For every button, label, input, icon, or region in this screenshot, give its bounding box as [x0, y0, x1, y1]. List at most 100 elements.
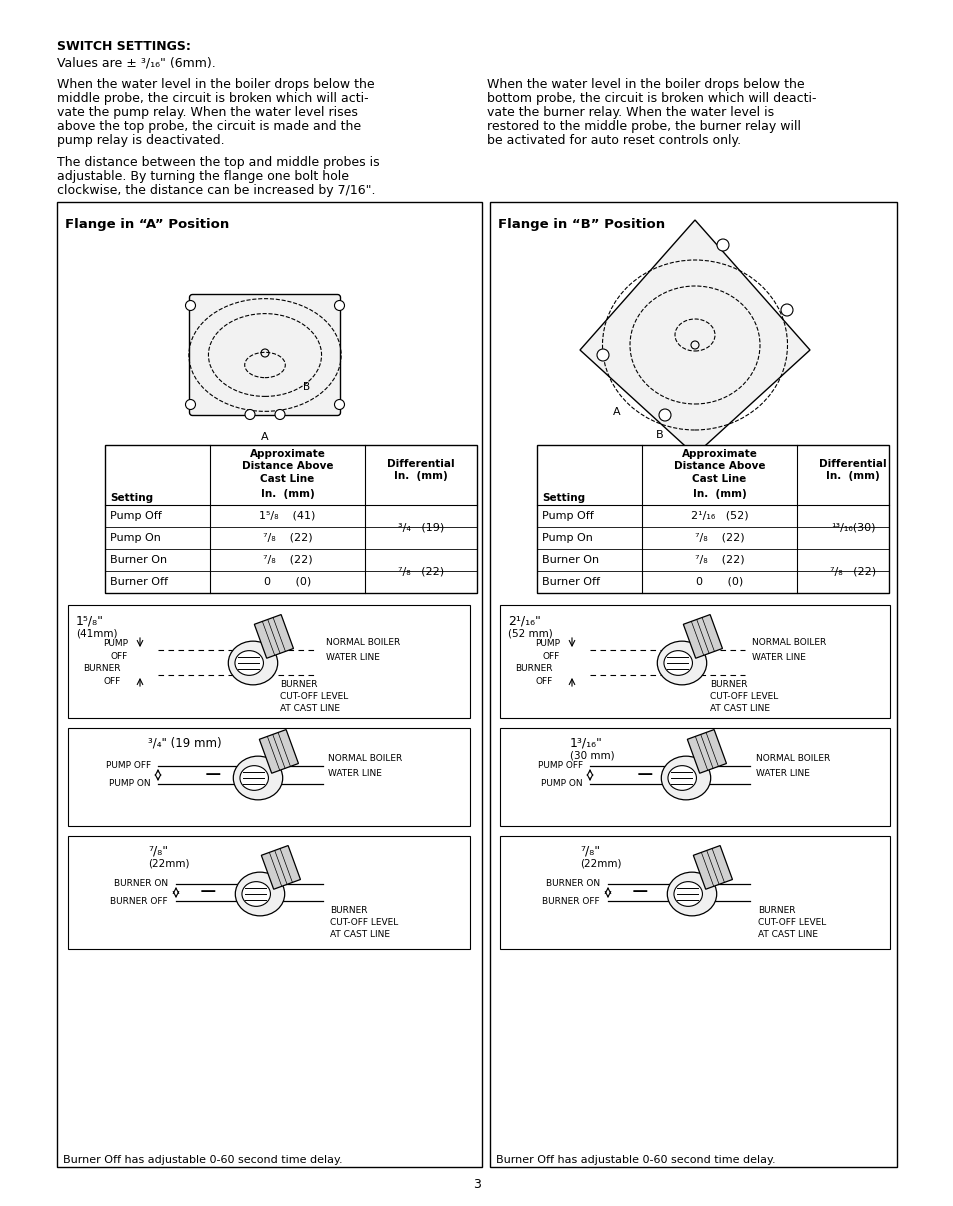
Text: vate the pump relay. When the water level rises: vate the pump relay. When the water leve… — [57, 106, 357, 119]
Text: A: A — [261, 433, 269, 443]
Text: WATER LINE: WATER LINE — [328, 769, 381, 778]
Text: CUT-OFF LEVEL: CUT-OFF LEVEL — [280, 692, 348, 701]
Text: be activated for auto reset controls only.: be activated for auto reset controls onl… — [486, 134, 740, 147]
Text: AT CAST LINE: AT CAST LINE — [709, 704, 769, 713]
Text: ⁷/₈   (22): ⁷/₈ (22) — [397, 566, 443, 576]
Bar — [57, 201, 481, 1167]
Text: Burner Off has adjustable 0-60 second time delay.: Burner Off has adjustable 0-60 second ti… — [496, 1155, 775, 1165]
Text: In.  (mm): In. (mm) — [692, 488, 745, 499]
Text: (41mm): (41mm) — [76, 628, 117, 638]
Text: Pump Off: Pump Off — [541, 511, 593, 521]
Text: BURNER OFF: BURNER OFF — [111, 896, 168, 906]
Ellipse shape — [657, 642, 706, 685]
Polygon shape — [261, 845, 300, 889]
Bar — [68, 836, 470, 949]
Text: PUMP: PUMP — [103, 639, 128, 648]
Ellipse shape — [667, 766, 696, 790]
Text: BURNER: BURNER — [758, 906, 795, 915]
Text: NORMAL BOILER: NORMAL BOILER — [751, 638, 825, 646]
Text: PUMP OFF: PUMP OFF — [106, 761, 151, 771]
Ellipse shape — [242, 882, 270, 907]
Text: above the top probe, the circuit is made and the: above the top probe, the circuit is made… — [57, 121, 361, 133]
Polygon shape — [259, 730, 298, 773]
Text: CUT-OFF LEVEL: CUT-OFF LEVEL — [758, 918, 825, 927]
Text: WATER LINE: WATER LINE — [326, 652, 379, 662]
Polygon shape — [686, 730, 725, 773]
Text: ¹³/₁₆(30): ¹³/₁₆(30) — [830, 522, 874, 532]
Text: 1⁵/₈": 1⁵/₈" — [76, 615, 104, 628]
Text: (22mm): (22mm) — [148, 857, 190, 868]
Text: Pump On: Pump On — [541, 533, 592, 543]
Text: 0       (0): 0 (0) — [264, 576, 311, 587]
Text: PUMP OFF: PUMP OFF — [537, 761, 582, 771]
Text: PUMP ON: PUMP ON — [540, 779, 582, 789]
Ellipse shape — [666, 872, 716, 915]
Circle shape — [717, 239, 728, 251]
Text: SWITCH SETTINGS:: SWITCH SETTINGS: — [57, 40, 191, 53]
Text: Burner Off has adjustable 0-60 second time delay.: Burner Off has adjustable 0-60 second ti… — [63, 1155, 342, 1165]
Bar — [105, 445, 476, 593]
Text: NORMAL BOILER: NORMAL BOILER — [326, 638, 400, 646]
Text: Differential
In.  (mm): Differential In. (mm) — [387, 459, 455, 481]
Text: OFF: OFF — [111, 652, 128, 661]
Text: ⁷/₈    (22): ⁷/₈ (22) — [262, 555, 312, 564]
Text: −: − — [630, 883, 649, 902]
Text: OFF: OFF — [536, 677, 553, 686]
Text: BURNER ON: BURNER ON — [113, 879, 168, 889]
Text: OFF: OFF — [104, 677, 121, 686]
Text: B: B — [656, 431, 663, 440]
Text: Differential
In.  (mm): Differential In. (mm) — [819, 459, 886, 481]
Text: BURNER: BURNER — [84, 665, 121, 673]
Ellipse shape — [673, 882, 701, 907]
Text: The distance between the top and middle probes is: The distance between the top and middle … — [57, 156, 379, 169]
FancyBboxPatch shape — [190, 294, 340, 416]
Text: clockwise, the distance can be increased by 7/16".: clockwise, the distance can be increased… — [57, 185, 375, 197]
Ellipse shape — [233, 756, 282, 800]
Text: 0       (0): 0 (0) — [695, 576, 742, 587]
Text: When the water level in the boiler drops below the: When the water level in the boiler drops… — [486, 78, 803, 90]
Text: ⁷/₈    (22): ⁷/₈ (22) — [694, 533, 743, 543]
Ellipse shape — [240, 766, 268, 790]
Text: restored to the middle probe, the burner relay will: restored to the middle probe, the burner… — [486, 121, 801, 133]
Text: Burner Off: Burner Off — [110, 576, 168, 587]
Polygon shape — [254, 615, 294, 658]
Text: PUMP ON: PUMP ON — [110, 779, 151, 789]
Text: ⁷/₈   (22): ⁷/₈ (22) — [829, 566, 875, 576]
Text: −: − — [198, 883, 217, 902]
Text: BURNER: BURNER — [280, 680, 317, 689]
Text: BURNER ON: BURNER ON — [545, 879, 599, 889]
Polygon shape — [579, 219, 809, 455]
Text: WATER LINE: WATER LINE — [755, 769, 809, 778]
Text: −: − — [204, 765, 222, 785]
Circle shape — [274, 410, 285, 420]
Text: 1³/₁₆": 1³/₁₆" — [569, 736, 602, 749]
Text: AT CAST LINE: AT CAST LINE — [758, 930, 817, 939]
Text: (30 mm): (30 mm) — [569, 750, 614, 760]
Text: Setting: Setting — [110, 493, 153, 503]
Text: ³/₄" (19 mm): ³/₄" (19 mm) — [148, 736, 221, 749]
Text: pump relay is deactivated.: pump relay is deactivated. — [57, 134, 224, 147]
Text: Approximate
Distance Above
Cast Line: Approximate Distance Above Cast Line — [241, 449, 333, 484]
Text: Burner On: Burner On — [110, 555, 167, 564]
Text: ⁷/₈    (22): ⁷/₈ (22) — [694, 555, 743, 564]
Text: Pump On: Pump On — [110, 533, 161, 543]
Text: ⁷/₈    (22): ⁷/₈ (22) — [262, 533, 312, 543]
Bar — [499, 836, 889, 949]
Text: Setting: Setting — [541, 493, 584, 503]
Text: ³/₄   (19): ³/₄ (19) — [397, 522, 444, 532]
Text: 2¹/₁₆": 2¹/₁₆" — [507, 615, 540, 628]
Text: Values are ± ³/₁₆" (6mm).: Values are ± ³/₁₆" (6mm). — [57, 57, 215, 70]
Ellipse shape — [663, 651, 692, 675]
Text: −: − — [635, 765, 654, 785]
Bar — [499, 605, 889, 718]
Text: 3: 3 — [473, 1178, 480, 1192]
Text: Flange in “A” Position: Flange in “A” Position — [65, 218, 229, 232]
Text: When the water level in the boiler drops below the: When the water level in the boiler drops… — [57, 78, 375, 90]
Circle shape — [185, 300, 195, 310]
Ellipse shape — [228, 642, 277, 685]
Ellipse shape — [235, 872, 284, 915]
Circle shape — [245, 410, 254, 420]
Text: Pump Off: Pump Off — [110, 511, 162, 521]
Text: BURNER: BURNER — [330, 906, 367, 915]
Text: Burner On: Burner On — [541, 555, 598, 564]
